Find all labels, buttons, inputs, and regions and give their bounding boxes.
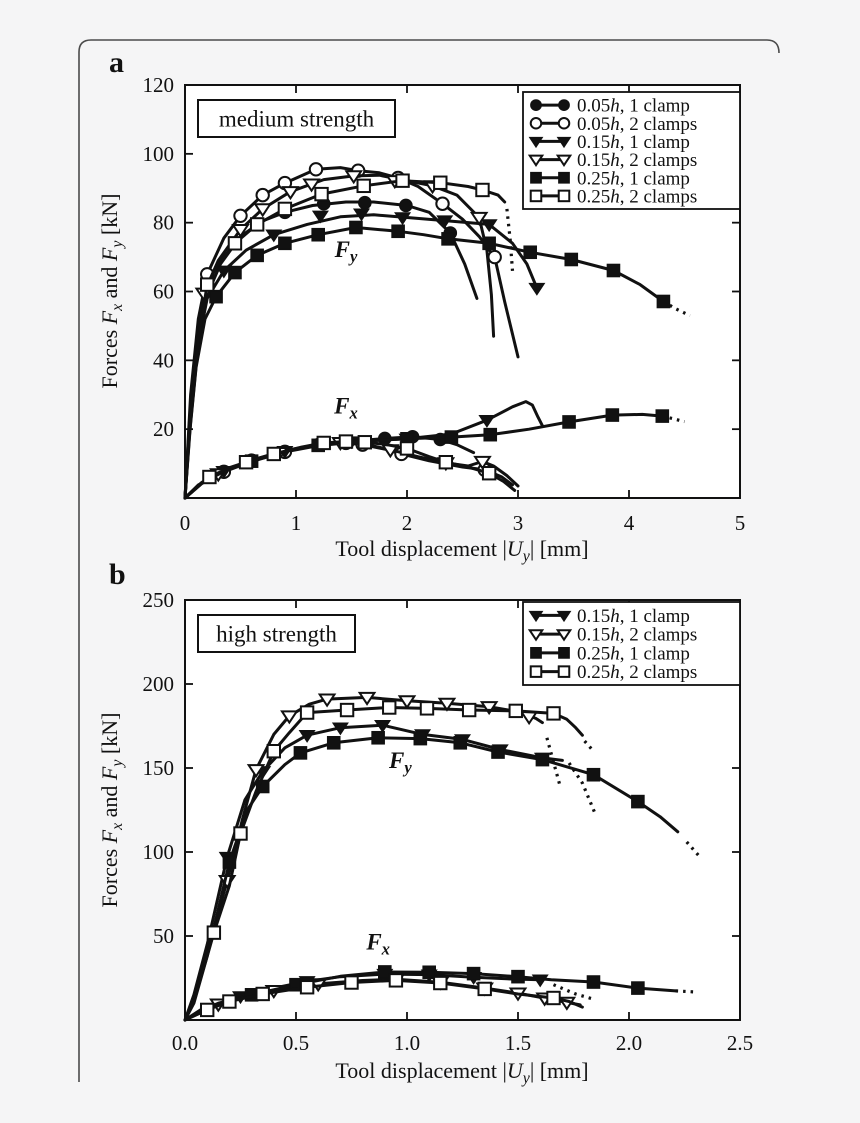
- legend-entry: 0.25h, 2 clamps: [529, 662, 697, 683]
- legend-label: 0.05h, 1 clamp: [577, 96, 690, 117]
- y-tick-label: 40: [153, 348, 174, 372]
- legend-entry: 0.25h, 2 clamps: [529, 186, 697, 207]
- legend-label: 0.25h, 2 clamps: [577, 186, 697, 207]
- strength-label: medium strength: [219, 107, 375, 132]
- y-tick-label: 100: [143, 840, 175, 864]
- legend-label: 0.15h, 1 clamp: [577, 606, 690, 627]
- legend-label: 0.15h, 2 clamps: [577, 625, 697, 646]
- x-tick-label: 4: [624, 511, 635, 535]
- annotation-fx: Fx: [333, 394, 358, 423]
- legend-label: 0.25h, 1 clamp: [577, 643, 690, 664]
- y-tick-label: 100: [143, 142, 175, 166]
- x-tick-label: 5: [735, 511, 746, 535]
- legend-entry: 0.05h, 2 clamps: [529, 114, 697, 135]
- legend-label: 0.25h, 2 clamps: [577, 662, 697, 683]
- legend-entry: 0.15h, 2 clamps: [527, 625, 697, 646]
- legend-label: 0.15h, 2 clamps: [577, 150, 697, 171]
- panel-label-a: a: [109, 46, 124, 79]
- series-fy-0-15h-2-clamps: [183, 170, 496, 500]
- card-border: [78, 39, 780, 1082]
- annotation-fy: Fy: [388, 748, 412, 777]
- x-tick-label: 2.0: [616, 1031, 642, 1055]
- legend-label: 0.15h, 1 clamp: [577, 132, 690, 153]
- x-axis-title: Tool displacement |Uy| [mm]: [335, 1058, 588, 1087]
- series-fy-0-25h-2-clamps: [183, 700, 593, 1022]
- y-axis-title: Forces Fx and Fy [kN]: [97, 713, 126, 908]
- axes-frame: [184, 599, 741, 1021]
- x-tick-label: 0.0: [172, 1031, 198, 1055]
- legend-entry: 0.15h, 1 clamp: [528, 132, 690, 153]
- annotation-fx: Fx: [365, 929, 390, 958]
- legend-entry: 0.05h, 1 clamp: [530, 96, 690, 117]
- panel-label-b: b: [109, 558, 126, 591]
- series-fy-0-25h-1-clamp: [183, 730, 702, 1022]
- x-axis-title: Tool displacement |Uy| [mm]: [335, 536, 588, 565]
- y-axis-title: Forces Fx and Fy [kN]: [97, 194, 126, 389]
- y-tick-label: 120: [143, 73, 175, 97]
- x-tick-label: 1: [291, 511, 302, 535]
- y-tick-label: 50: [153, 924, 174, 948]
- series-fx-0-25h-2-clamps: [183, 973, 584, 1022]
- strength-label: high strength: [216, 622, 337, 647]
- y-tick-label: 250: [143, 588, 175, 612]
- legend-entry: 0.15h, 1 clamp: [528, 606, 690, 627]
- legend-label: 0.25h, 1 clamp: [577, 168, 690, 189]
- strength-label-box: [197, 614, 356, 653]
- x-tick-label: 0: [180, 511, 191, 535]
- strength-label-box: [197, 99, 396, 138]
- x-tick-label: 0.5: [283, 1031, 309, 1055]
- legend-entry: 0.25h, 1 clamp: [530, 643, 690, 664]
- x-tick-label: 1.0: [394, 1031, 420, 1055]
- y-tick-label: 200: [143, 672, 175, 696]
- x-tick-label: 2: [402, 511, 413, 535]
- y-tick-label: 80: [153, 211, 174, 235]
- series-fy-0-25h-1-clamp: [183, 220, 691, 500]
- panel-b: 0.0 0.5 1.0 1.5 2.0 2.5 50 100 150 200 250 Fy Fx high…: [97, 588, 753, 1087]
- x-tick-label: 3: [513, 511, 524, 535]
- legend-entry: 0.25h, 1 clamp: [530, 168, 690, 189]
- y-tick-label: 20: [153, 417, 174, 441]
- legend-entry: 0.15h, 2 clamps: [527, 150, 697, 171]
- series-fy-0-25h-2-clamps: [183, 173, 515, 500]
- x-tick-label: 1.5: [505, 1031, 531, 1055]
- series-fx-0-25h-2-clamps: [183, 434, 517, 500]
- axes-frame: [184, 84, 741, 499]
- x-tick-label: 2.5: [727, 1031, 753, 1055]
- y-tick-label: 60: [153, 280, 174, 304]
- legend-label: 0.05h, 2 clamps: [577, 114, 697, 135]
- panel-a: 0 1 2 3 4 5 20 40 60 80 100 120 Fy Fx medium strength T…: [97, 73, 745, 565]
- annotation-fy: Fy: [334, 237, 358, 266]
- y-tick-label: 150: [143, 756, 175, 780]
